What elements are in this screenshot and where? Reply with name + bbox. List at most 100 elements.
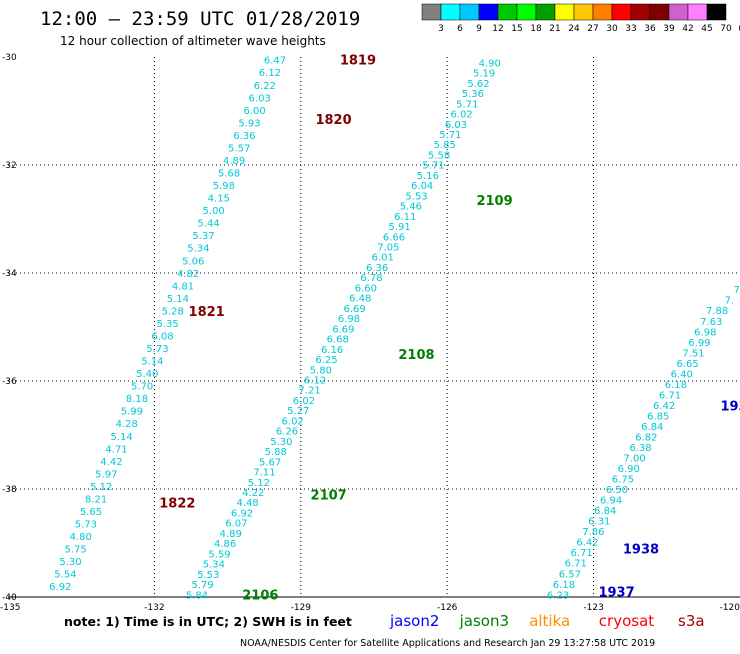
colorbar-swatch	[668, 3, 689, 21]
swh-value-label: 5.53	[197, 570, 219, 581]
swh-value-label: 5.34	[203, 560, 225, 571]
y-tick-label: -30	[2, 53, 17, 63]
legend-entry: jason3	[459, 612, 509, 630]
swh-value-label: 6.07	[225, 519, 247, 530]
swh-value-label: 5.68	[218, 169, 240, 180]
swh-value-label: 5.30	[270, 437, 292, 448]
pass-time-label: 2106	[242, 588, 278, 603]
swh-value-label: 5.00	[203, 206, 225, 217]
x-tick-label: -135	[0, 603, 20, 613]
swh-value-label: 5.44	[197, 219, 219, 230]
swh-value-label: 6.08	[151, 331, 173, 342]
swh-value-label: 5.93	[238, 118, 260, 129]
swh-value-label: 6.65	[677, 359, 699, 370]
swh-value-label: 5.16	[417, 171, 439, 182]
swh-value-label: 6.42	[653, 401, 675, 412]
track-series: 4.905.195.625.365.716.026.035.715.855.58…	[186, 58, 501, 601]
swh-value-label: 5.73	[75, 520, 97, 531]
swh-value-label: 5.14	[167, 294, 189, 305]
swh-value-label: 7.88	[706, 306, 728, 317]
swh-value-label: 6.18	[553, 580, 575, 591]
swh-value-label: 7.86	[582, 527, 604, 538]
x-tick-label: -126	[437, 603, 458, 613]
satellite-legend: jason2 jason3 altika cryosat s3a	[389, 612, 705, 630]
colorbar-swatch	[706, 3, 727, 21]
swh-value-label: 8.18	[126, 394, 148, 405]
chart-title: 12:00 – 23:59 UTC 01/28/2019	[40, 8, 360, 30]
swh-value-label: 6.98	[694, 327, 716, 338]
colorbar-swatch	[573, 3, 594, 21]
swh-value-label: 6.11	[394, 212, 416, 223]
swh-value-label: 6.69	[343, 304, 365, 315]
colorbar-label: 24	[568, 24, 580, 34]
x-tick-label: -120	[720, 603, 740, 613]
swh-value-label: 6.03	[445, 120, 467, 131]
legend-entry: jason2	[389, 612, 439, 630]
swh-value-label: 6.60	[355, 283, 377, 294]
swh-value-label: 4.80	[70, 532, 92, 543]
swh-value-label: 6.82	[635, 432, 657, 443]
track-series: 6.476.12 6.226.03 6.005.93 6.365.57 4.89 5.68…	[49, 56, 286, 594]
swh-value-label: 6.12	[304, 375, 326, 386]
pass-time-label: 1939	[720, 399, 740, 414]
pass-time-label: 1822	[159, 497, 195, 512]
swh-value-label: 6.92	[231, 508, 253, 519]
colorbar-label: 39	[663, 24, 675, 34]
colorbar-label: 27	[587, 24, 598, 34]
swh-value-label: 6.01	[372, 253, 394, 264]
swh-value-label: 7.05	[377, 243, 399, 254]
swh-value-label: 6.04	[411, 181, 433, 192]
swh-value-label: 4.86	[214, 539, 236, 550]
y-tick-label: -40	[2, 593, 17, 603]
swh-value-label: 7.	[725, 296, 735, 307]
pass-time-label: 1937	[598, 586, 634, 601]
swh-value-label: 4.22	[242, 488, 264, 499]
pass-time-label: 1820	[315, 113, 351, 128]
swh-value-label: 7.11	[253, 468, 275, 479]
swh-value-label: 5.79	[191, 580, 213, 591]
colorbar-label: 6	[457, 24, 463, 34]
swh-value-label: 7.51	[682, 348, 704, 359]
colorbar-label: 12	[492, 24, 503, 34]
swh-value-label: 5.59	[208, 549, 230, 560]
x-tick-label: -123	[583, 603, 603, 613]
swh-value-label: 5.54	[54, 570, 76, 581]
credit-line: NOAA/NESDIS Center for Satellite Applica…	[240, 638, 655, 649]
swh-value-label: 6.16	[321, 345, 343, 356]
swh-value-label: 7	[734, 285, 740, 296]
swh-value-label: 6.03	[249, 93, 271, 104]
swh-value-label: 5.75	[65, 545, 87, 556]
swh-value-label: 6.00	[243, 106, 265, 117]
pass-time-label: 1821	[189, 305, 225, 320]
swh-value-label: 5.36	[462, 89, 484, 100]
swh-value-label: 5.37	[192, 231, 214, 242]
swh-value-label: 7.21	[298, 386, 320, 397]
colorbar-swatch	[649, 3, 670, 21]
colorbar-label: 21	[549, 24, 560, 34]
swh-value-label: 6.78	[360, 273, 382, 284]
swh-value-label: 6.99	[688, 338, 710, 349]
swh-value-label: 6.36	[366, 263, 388, 274]
colorbar-label: 9	[476, 24, 482, 34]
colorbar-label: 42	[682, 24, 693, 34]
swh-value-label: 6.42	[576, 538, 598, 549]
swh-value-label: 5.99	[121, 407, 143, 418]
swh-value-label: 7.00	[623, 454, 645, 465]
colorbar-label: (ft)	[738, 24, 740, 34]
swh-value-label: 6.47	[264, 56, 286, 67]
swh-value-label: 6.50	[606, 485, 628, 496]
swh-value-label: 6.31	[588, 517, 610, 528]
swh-value-label: 6.26	[276, 427, 298, 438]
plot-area: -135 -132 -129 -126 -123 -120 -30 -32 -34 -36 -38 -…	[0, 53, 740, 613]
swh-value-label: 6.69	[332, 324, 354, 335]
legend-entry: s3a	[678, 612, 705, 630]
colorbar-swatch	[630, 3, 651, 21]
swh-value-label: 5.30	[59, 557, 81, 568]
colorbar-swatch	[478, 3, 499, 21]
colorbar-swatch	[687, 3, 708, 21]
legend-entry: cryosat	[599, 612, 654, 630]
colorbar-label: 30	[606, 24, 618, 34]
chart-subtitle: 12 hour collection of altimeter wave hei…	[60, 34, 326, 48]
swh-value-label: 5.40	[136, 369, 158, 380]
colorbar-label: 33	[625, 24, 636, 34]
